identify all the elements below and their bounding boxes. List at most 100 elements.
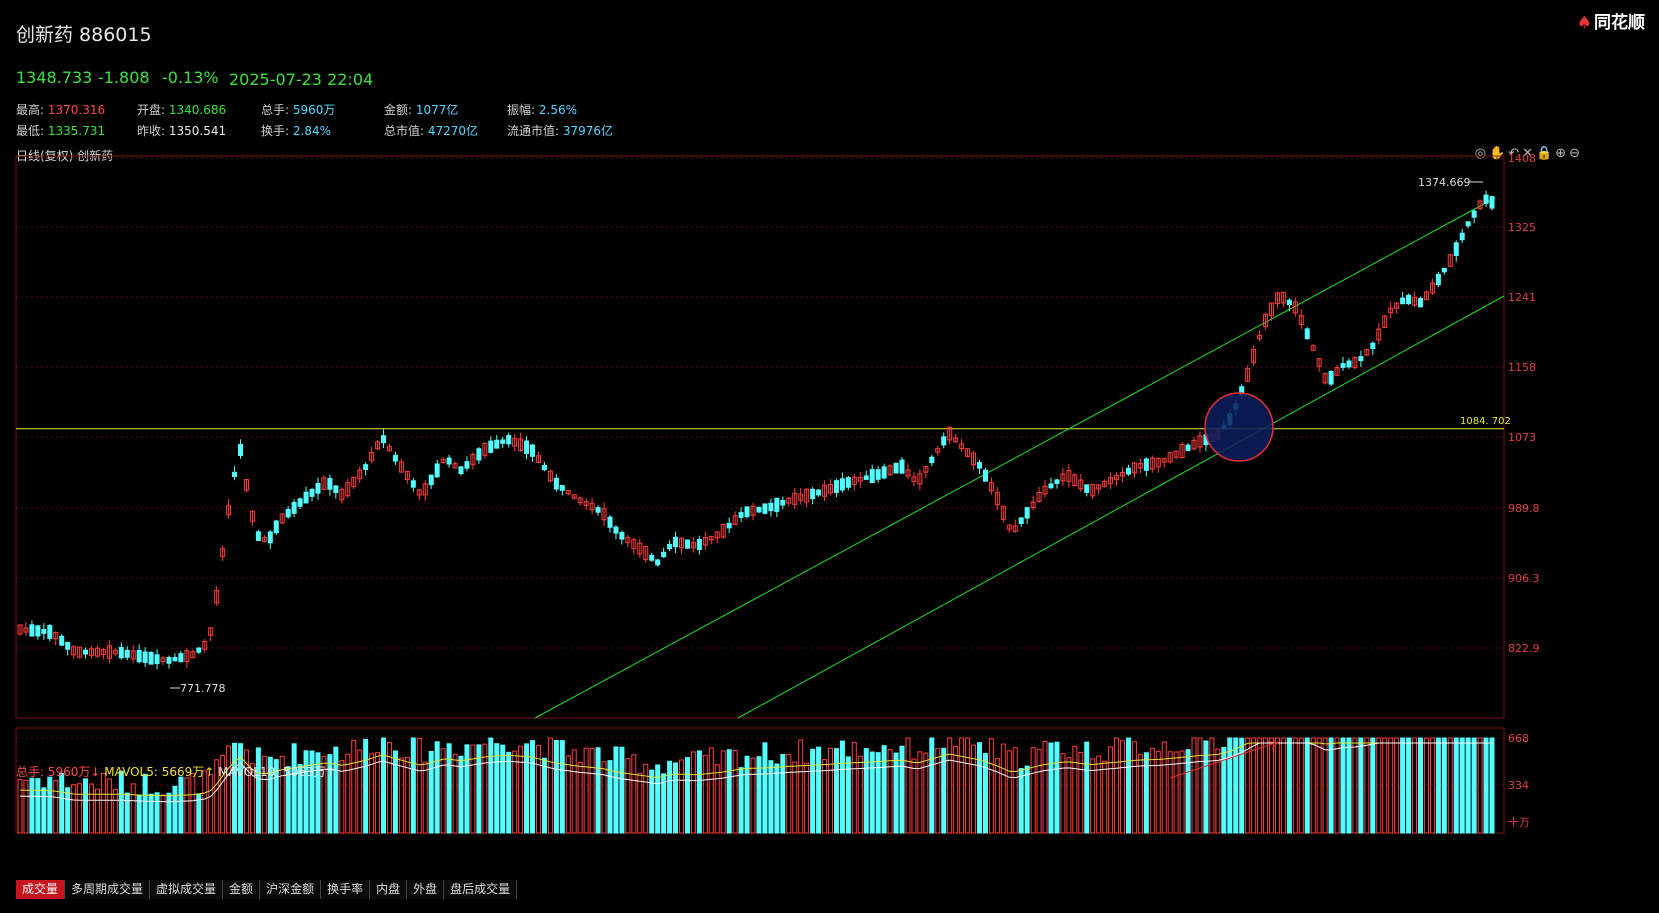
stat-volume: 总手: 5960万 (261, 103, 336, 117)
tab-virtual-volume[interactable]: 虚拟成交量 (150, 880, 224, 899)
candle-body (1185, 444, 1191, 451)
volume-bar (327, 754, 333, 834)
candle-body (816, 489, 822, 496)
volume-bar (482, 743, 488, 834)
volume-bar (339, 759, 345, 834)
candle-body (565, 489, 571, 495)
stat-amount: 金额: 1077亿 (384, 103, 459, 117)
volume-bar (297, 763, 303, 834)
candle-body (792, 492, 798, 505)
candle-body (1334, 367, 1340, 376)
volume-bar (23, 779, 29, 834)
volume-bar (1304, 737, 1310, 834)
volume-bar (1054, 741, 1060, 834)
tab-hs-amount[interactable]: 沪深金额 (260, 880, 322, 899)
candle-body (202, 641, 208, 650)
volume-bar (756, 756, 762, 834)
candle-body (375, 441, 381, 450)
candle-body (994, 491, 1000, 506)
candle-body (1453, 242, 1459, 257)
volume-bar (41, 787, 47, 834)
mavol5-label: MAVOL5: 5669万↑ (104, 765, 215, 779)
volume-bar (261, 755, 267, 834)
volume-bar (786, 754, 792, 834)
candle-body (154, 654, 160, 665)
quote-timestamp: 2025-07-23 22:04 (229, 70, 374, 89)
candle-body (887, 465, 893, 476)
candle-body (273, 520, 279, 534)
candle-body (1274, 292, 1280, 305)
volume-bar (404, 756, 410, 834)
volume-bar (1346, 737, 1352, 834)
volume-bar (839, 740, 845, 834)
candle-body (1477, 200, 1483, 209)
candle-body (422, 483, 428, 496)
volume-bar (500, 744, 506, 834)
chart-toolbar[interactable]: ◎✋↶✕🔒⊕⊖ (1474, 146, 1583, 161)
candle-body (810, 488, 816, 500)
tab-volume[interactable]: 成交量 (16, 880, 66, 899)
volume-bar (726, 749, 732, 834)
volume-bar (506, 751, 512, 834)
volume-bar (893, 752, 899, 834)
candle-body (971, 452, 977, 466)
candle-body (595, 507, 601, 513)
volume-bar (273, 759, 279, 834)
candle-body (982, 469, 988, 482)
volume-bar (178, 776, 184, 834)
candle-body (1054, 479, 1060, 484)
volume-bar (1334, 737, 1340, 834)
tab-multi-period-volume[interactable]: 多周期成交量 (65, 880, 151, 899)
candle-body (357, 469, 363, 480)
volume-bar (988, 738, 994, 834)
candle-body (41, 628, 47, 634)
tab-amount[interactable]: 金额 (223, 880, 261, 899)
candle-body (541, 464, 547, 471)
volume-bar (565, 755, 571, 834)
volume-bar (679, 759, 685, 834)
volume-bar (267, 756, 273, 834)
volume-bar (1012, 747, 1018, 834)
price-pane-frame (15, 155, 1505, 719)
volume-bar (202, 770, 208, 834)
candle-body (798, 493, 804, 501)
volume-bar (714, 764, 720, 834)
volume-bar (1137, 754, 1143, 834)
volume-bar (464, 744, 470, 834)
volume-bar (1406, 737, 1412, 834)
candle-body (1108, 477, 1114, 485)
volume-bar (1143, 752, 1149, 834)
candle-body (649, 554, 655, 561)
candle-body (1090, 483, 1096, 497)
candle-body (148, 651, 154, 665)
volume-legend: 总手: 5960万↓ MAVOL5: 5669万↑ MAVOL10: 5063万… (16, 763, 336, 780)
volume-bar (94, 788, 100, 834)
volume-bar (238, 743, 244, 834)
tab-turnover-rate[interactable]: 换手率 (321, 880, 371, 899)
candle-body (446, 457, 452, 465)
candle-body (518, 438, 524, 451)
volume-bar (571, 749, 577, 834)
stat-turnover: 换手: 2.84% (261, 124, 331, 138)
volume-bar (1215, 748, 1221, 834)
volume-bar (363, 738, 369, 834)
volume-bar (798, 739, 804, 834)
volume-bar (750, 757, 756, 834)
candle-body (1322, 373, 1328, 384)
volume-trend-arrow (1169, 741, 1279, 779)
candle-body (524, 440, 530, 454)
volume-bar (917, 751, 923, 834)
volume-bar (494, 743, 500, 834)
volume-bar (553, 739, 559, 834)
tab-outer[interactable]: 外盘 (407, 880, 445, 899)
volume-bar (869, 751, 875, 834)
volume-bar (232, 742, 238, 834)
candle-body (512, 437, 518, 447)
candle-body (589, 503, 595, 511)
tab-inner[interactable]: 内盘 (370, 880, 408, 899)
candle-body (1316, 358, 1322, 367)
tab-after-hours-volume[interactable]: 盘后成交量 (444, 880, 518, 899)
candle-body (35, 625, 41, 637)
breakout-highlight-circle (1204, 392, 1274, 462)
